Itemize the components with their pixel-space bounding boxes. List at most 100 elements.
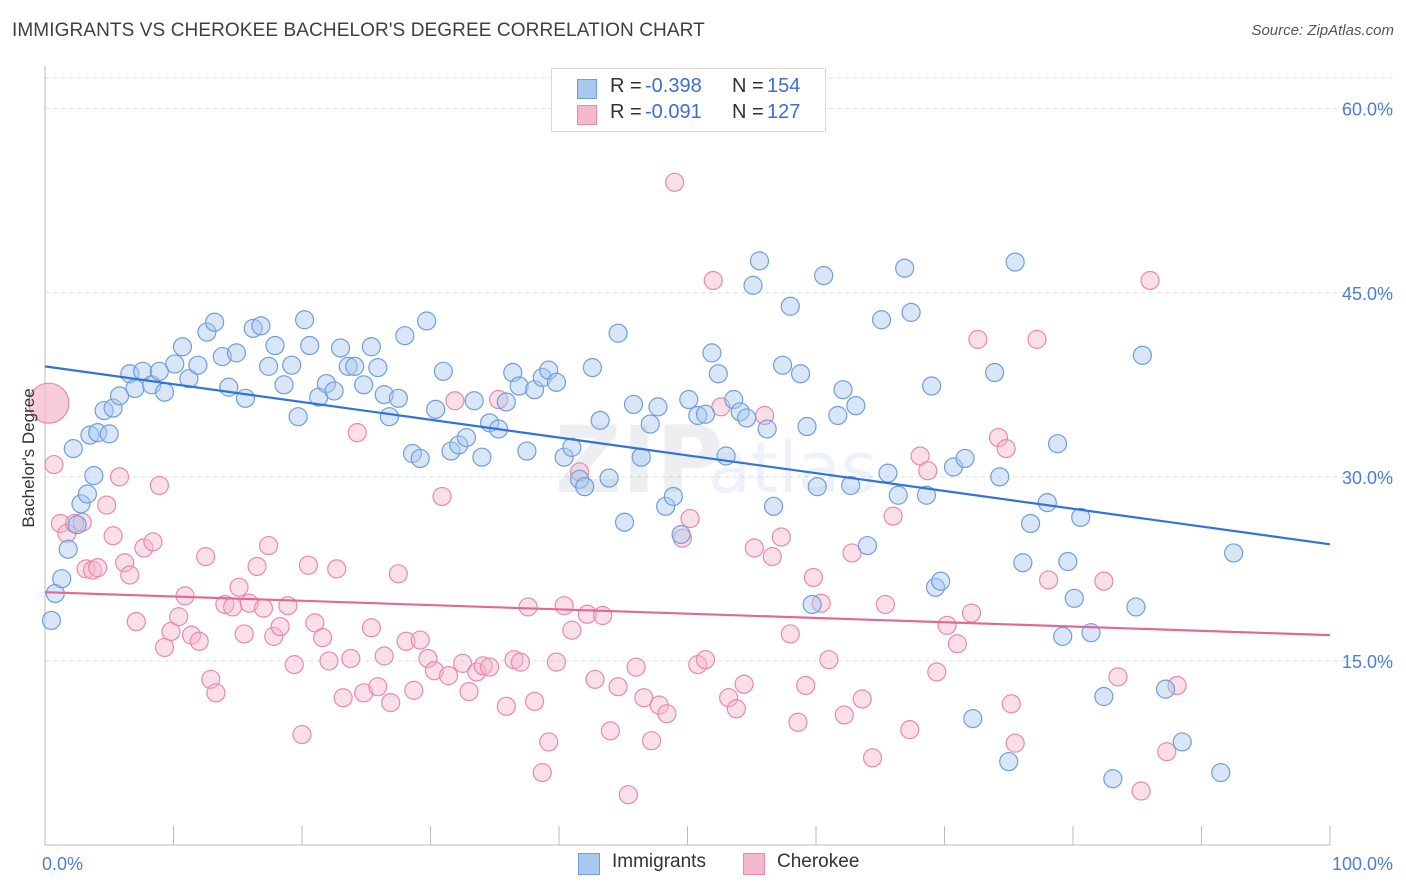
cherokee-point [910,446,930,466]
cherokee-legend-label: Cherokee [777,851,860,872]
cherokee-point [1094,571,1114,591]
cherokee-point [126,612,146,632]
immigrants-point [517,441,537,461]
cherokee-point [50,513,71,534]
cherokee-point [883,506,903,526]
immigrants-trend-line [44,365,1331,546]
cherokee-r-value: -0.091 [645,101,702,123]
cherokee-point [480,657,500,677]
cherokee-point [253,598,274,618]
cherokee-point [341,648,361,669]
cherokee-point [546,652,567,672]
immigrants-point [656,496,676,516]
immigrants-point [757,419,777,439]
cherokee-point [918,461,938,481]
immigrants-point [608,323,628,343]
cherokee-point [298,555,319,575]
cherokee-point [109,467,130,487]
watermark-zip: ZIP [555,407,723,514]
tick-labels: 15.0% 30.0% 45.0% 60.0% 0.0% 100.0% [42,100,1393,874]
stats-legend: R = -0.398 N = 154 R = -0.091 N = 127 [551,68,826,132]
cherokee-point [1001,694,1021,714]
immigrants-point [395,326,415,346]
immigrants-point [464,391,484,411]
immigrants-point [828,405,848,426]
cherokee-point [347,423,367,443]
cherokee-point [585,669,605,689]
immigrants-point [338,356,358,376]
immigrants-point [1020,513,1041,534]
immigrants-point [663,486,683,507]
cherokee-point [569,462,590,482]
cherokee-point [771,527,791,547]
cherokee-point [247,556,267,577]
cherokee-point [361,618,381,638]
immigrants-point [77,484,98,504]
immigrants-n-value: 154 [767,75,801,97]
cherokee-point [88,558,108,578]
cherokee-point [196,547,216,567]
watermark: ZIP atlas [555,407,877,514]
cherokee-point [665,172,685,192]
cherokee-point [181,625,202,645]
n-label: N = [732,101,764,123]
immigrants-points [41,251,1244,789]
immigrants-point [80,425,100,445]
cherokee-point [862,748,883,768]
cherokee-point [788,712,808,732]
cherokee-point [115,553,135,573]
cherokee-point [634,688,654,708]
immigrants-point [368,358,388,378]
cherokee-point [532,762,552,783]
cherokee-point [489,389,509,410]
immigrants-point [103,398,123,418]
immigrants-point [807,477,827,497]
immigrants-point [125,378,145,399]
immigrants-point [52,569,72,589]
immigrants-point [708,364,728,384]
cherokee-point [97,495,117,515]
immigrants-point [433,361,453,381]
cherokee-point [726,699,746,719]
immigrants-point [63,439,83,459]
immigrants-point [582,358,603,378]
cherokee-point [927,662,947,682]
cherokee-point [438,666,459,686]
immigrants-point [1172,732,1192,752]
chart-title: IMMIGRANTS VS CHEROKEE BACHELOR'S DEGREE… [12,20,705,41]
cherokee-point [744,538,764,558]
cherokee-point [264,626,284,646]
immigrants-point [878,463,898,483]
cherokee-point [354,683,374,703]
immigrants-point [1053,626,1073,646]
cherokee-point [319,651,339,671]
cherokee-point [680,508,700,529]
immigrants-point [857,535,878,556]
cherokee-point [327,559,347,579]
cherokee-point [641,731,662,751]
immigrants-point [671,524,691,545]
cherokee-point [657,704,677,724]
immigrants-point [702,343,722,363]
cherokee-point [900,720,920,740]
cherokee-point [937,615,957,635]
cherokee-point [149,475,169,496]
cherokee-point [258,535,279,556]
cherokee-point [1027,329,1047,349]
immigrants-point [316,373,337,394]
cherokee-point [968,329,988,349]
cherokee-point [608,677,628,697]
immigrants-point [743,275,763,295]
cherokee-swatch [577,105,597,125]
cherokee-point [819,650,839,670]
cherokee-point [1157,742,1177,762]
cherokee-point [1140,270,1160,291]
cherokee-point [803,567,824,588]
cherokee-point [496,696,516,716]
immigrants-point [472,447,492,467]
cherokee-point [988,427,1009,448]
immigrants-point [797,416,817,437]
chart-source: Source: ZipAtlas.com [1251,22,1394,39]
immigrants-point [833,380,853,400]
axes [44,66,1331,846]
